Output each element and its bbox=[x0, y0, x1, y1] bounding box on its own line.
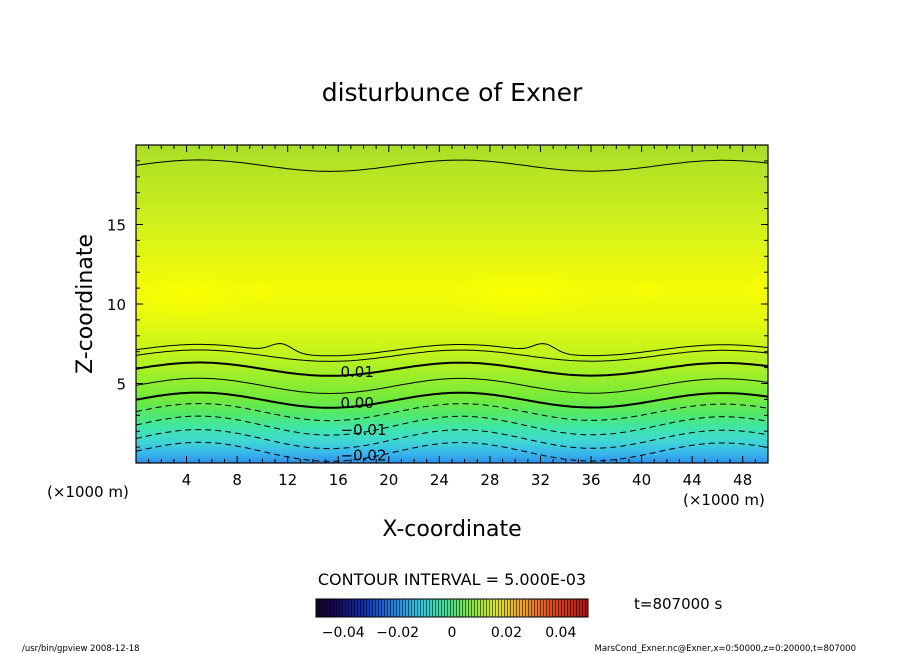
contour-line bbox=[136, 429, 768, 450]
yellow-maxima bbox=[136, 268, 768, 320]
x-axis-label: X-coordinate bbox=[382, 517, 521, 542]
contour-interval-text: CONTOUR INTERVAL = 5.000E-03 bbox=[318, 570, 586, 589]
contour-lines bbox=[136, 159, 768, 462]
footer-right: MarsCond_Exner.nc@Exner,x=0:50000,z=0:20… bbox=[594, 644, 856, 654]
x-axis-unit-right: (×1000 m) bbox=[683, 491, 765, 509]
contour-line bbox=[136, 391, 768, 409]
yellow-blob-mid bbox=[250, 278, 274, 306]
yellow-blob-right bbox=[632, 278, 668, 302]
contour-line bbox=[136, 415, 768, 436]
colorbar-tick-label: −0.04 bbox=[322, 625, 365, 641]
contour-line bbox=[136, 343, 768, 357]
x-tick-label: 28 bbox=[480, 471, 499, 489]
colorbar-hatch-overlay bbox=[316, 599, 588, 617]
footer-left: /usr/bin/gpview 2008-12-18 bbox=[22, 644, 140, 654]
colorbar-frame bbox=[315, 598, 589, 618]
x-tick-label: 40 bbox=[632, 471, 651, 489]
contour-label: 0.00 bbox=[340, 394, 373, 412]
contour-line bbox=[136, 349, 768, 362]
x-axis-unit-left: (×1000 m) bbox=[47, 483, 129, 501]
colorbar-tick-label: 0.04 bbox=[545, 625, 576, 641]
chart-title: disturbunce of Exner bbox=[322, 78, 583, 107]
x-tick-label: 20 bbox=[379, 471, 398, 489]
contour-line bbox=[136, 441, 768, 462]
axis-ticks bbox=[136, 145, 768, 463]
x-tick-label: 12 bbox=[278, 471, 297, 489]
contour-line bbox=[136, 361, 768, 377]
plot-area: 0.01 0.00 −0.01 −0.02 bbox=[135, 144, 769, 464]
contour-label: −0.02 bbox=[341, 446, 387, 464]
contour-label: 0.01 bbox=[340, 363, 373, 381]
colorbar: −0.04 −0.02 0 0.02 0.04 bbox=[315, 598, 589, 641]
contour-line bbox=[136, 402, 768, 422]
x-tick-label: 24 bbox=[430, 471, 449, 489]
x-tick-label: 36 bbox=[581, 471, 600, 489]
contour-label: −0.01 bbox=[341, 421, 387, 439]
x-tick-label: 48 bbox=[733, 471, 752, 489]
x-tick-label: 32 bbox=[531, 471, 550, 489]
colorbar-tick-label: 0.02 bbox=[491, 625, 522, 641]
colorbar-tick-label: 0 bbox=[448, 625, 457, 641]
yellow-blob-center bbox=[434, 268, 606, 320]
y-axis-label: Z-coordinate bbox=[73, 234, 98, 374]
x-tick-label: 16 bbox=[329, 471, 348, 489]
y-tick-label: 10 bbox=[107, 296, 126, 314]
colorbar-tick-label: −0.02 bbox=[376, 625, 419, 641]
contour-line bbox=[136, 159, 768, 172]
y-tick-label: 15 bbox=[107, 217, 126, 235]
yellow-blob-left bbox=[136, 272, 260, 320]
x-tick-label: 44 bbox=[683, 471, 702, 489]
yellow-blob-edge bbox=[742, 274, 768, 306]
time-text: t=807000 s bbox=[634, 595, 722, 613]
colorbar-tick-labels: −0.04 −0.02 0 0.02 0.04 bbox=[322, 625, 577, 641]
x-tick-label: 4 bbox=[182, 471, 192, 489]
x-tick-label: 8 bbox=[232, 471, 242, 489]
contour-line bbox=[136, 377, 768, 394]
contour-labels: 0.01 0.00 −0.01 −0.02 bbox=[340, 363, 387, 464]
y-tick-label: 5 bbox=[116, 376, 126, 394]
